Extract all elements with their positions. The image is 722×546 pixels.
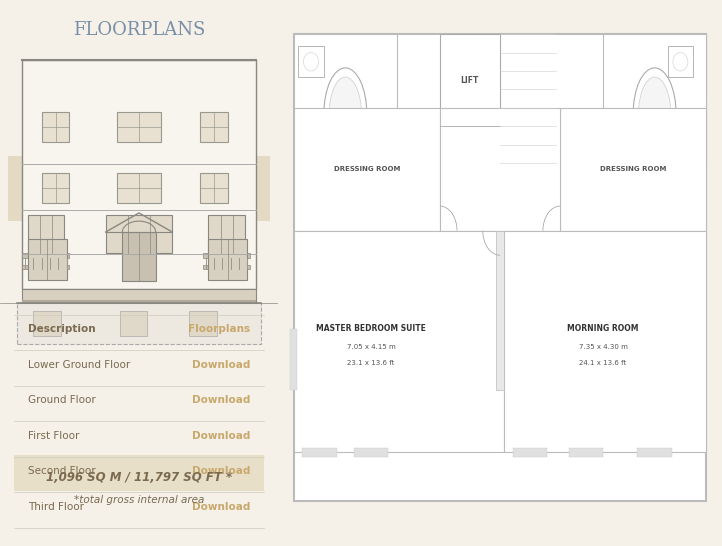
Ellipse shape: [305, 65, 326, 90]
Bar: [22, 289, 256, 303]
Bar: [603, 34, 706, 163]
Ellipse shape: [673, 52, 688, 71]
Bar: [28, 215, 64, 253]
Bar: [290, 329, 297, 390]
Text: 7.05 x 4.15 m: 7.05 x 4.15 m: [347, 345, 396, 351]
Text: DRESSING ROOM: DRESSING ROOM: [600, 167, 666, 172]
Ellipse shape: [324, 68, 367, 160]
Text: 24.1 x 13.6 ft: 24.1 x 13.6 ft: [580, 360, 627, 366]
Ellipse shape: [633, 68, 676, 160]
Bar: [203, 253, 251, 258]
Ellipse shape: [329, 77, 362, 151]
Text: Download: Download: [192, 502, 251, 512]
Bar: [496, 230, 504, 390]
Bar: [14, 455, 264, 491]
Bar: [309, 50, 322, 62]
Bar: [504, 230, 706, 452]
Bar: [17, 303, 261, 344]
Bar: [298, 46, 324, 77]
Bar: [638, 448, 671, 456]
Bar: [294, 34, 397, 163]
Text: Download: Download: [192, 360, 251, 370]
Text: 7.35 x 4.30 m: 7.35 x 4.30 m: [578, 345, 627, 351]
Text: 23.1 x 13.6 ft: 23.1 x 13.6 ft: [347, 360, 395, 366]
Text: Download: Download: [192, 395, 251, 405]
Bar: [42, 112, 69, 142]
Text: *total gross internal area: *total gross internal area: [74, 495, 204, 505]
Bar: [569, 448, 603, 456]
Bar: [668, 46, 693, 77]
Bar: [189, 311, 217, 336]
Bar: [294, 230, 504, 452]
Bar: [28, 239, 66, 280]
Bar: [209, 215, 245, 253]
Text: LIFT: LIFT: [461, 76, 479, 85]
Bar: [676, 50, 689, 62]
Text: Download: Download: [192, 466, 251, 476]
Text: MASTER BEDROOM SUITE: MASTER BEDROOM SUITE: [316, 324, 426, 334]
Bar: [122, 232, 156, 281]
Bar: [440, 34, 500, 126]
Bar: [203, 265, 251, 269]
Bar: [209, 239, 248, 280]
Ellipse shape: [303, 52, 318, 71]
Bar: [200, 112, 228, 142]
Text: DRESSING ROOM: DRESSING ROOM: [334, 167, 400, 172]
Text: Floorplans: Floorplans: [188, 324, 251, 334]
Text: Lower Ground Floor: Lower Ground Floor: [28, 360, 130, 370]
Bar: [117, 173, 161, 203]
Text: Description: Description: [28, 324, 95, 334]
Ellipse shape: [674, 65, 695, 90]
Text: MORNING ROOM: MORNING ROOM: [567, 324, 639, 334]
Text: Second Floor: Second Floor: [28, 466, 95, 476]
Bar: [22, 253, 69, 258]
Bar: [303, 448, 336, 456]
Bar: [33, 311, 61, 336]
Bar: [120, 311, 147, 336]
Bar: [560, 108, 706, 230]
Bar: [200, 173, 228, 203]
Bar: [440, 108, 560, 230]
Bar: [294, 108, 440, 230]
Text: FLOORPLANS: FLOORPLANS: [73, 21, 205, 39]
Bar: [117, 112, 161, 142]
Bar: [354, 448, 388, 456]
Bar: [9, 156, 269, 221]
Text: Third Floor: Third Floor: [28, 502, 84, 512]
Text: Download: Download: [192, 431, 251, 441]
Text: First Floor: First Floor: [28, 431, 79, 441]
Text: Ground Floor: Ground Floor: [28, 395, 95, 405]
Bar: [294, 34, 336, 96]
Bar: [664, 34, 706, 96]
Bar: [22, 265, 69, 269]
Bar: [22, 300, 256, 303]
Bar: [22, 60, 256, 289]
Bar: [42, 173, 69, 203]
Bar: [105, 215, 173, 253]
Ellipse shape: [638, 77, 671, 151]
Bar: [513, 448, 547, 456]
Text: 1,096 SQ M / 11,797 SQ FT *: 1,096 SQ M / 11,797 SQ FT *: [46, 471, 232, 484]
